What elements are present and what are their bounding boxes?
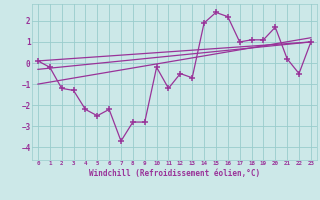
X-axis label: Windchill (Refroidissement éolien,°C): Windchill (Refroidissement éolien,°C): [89, 169, 260, 178]
